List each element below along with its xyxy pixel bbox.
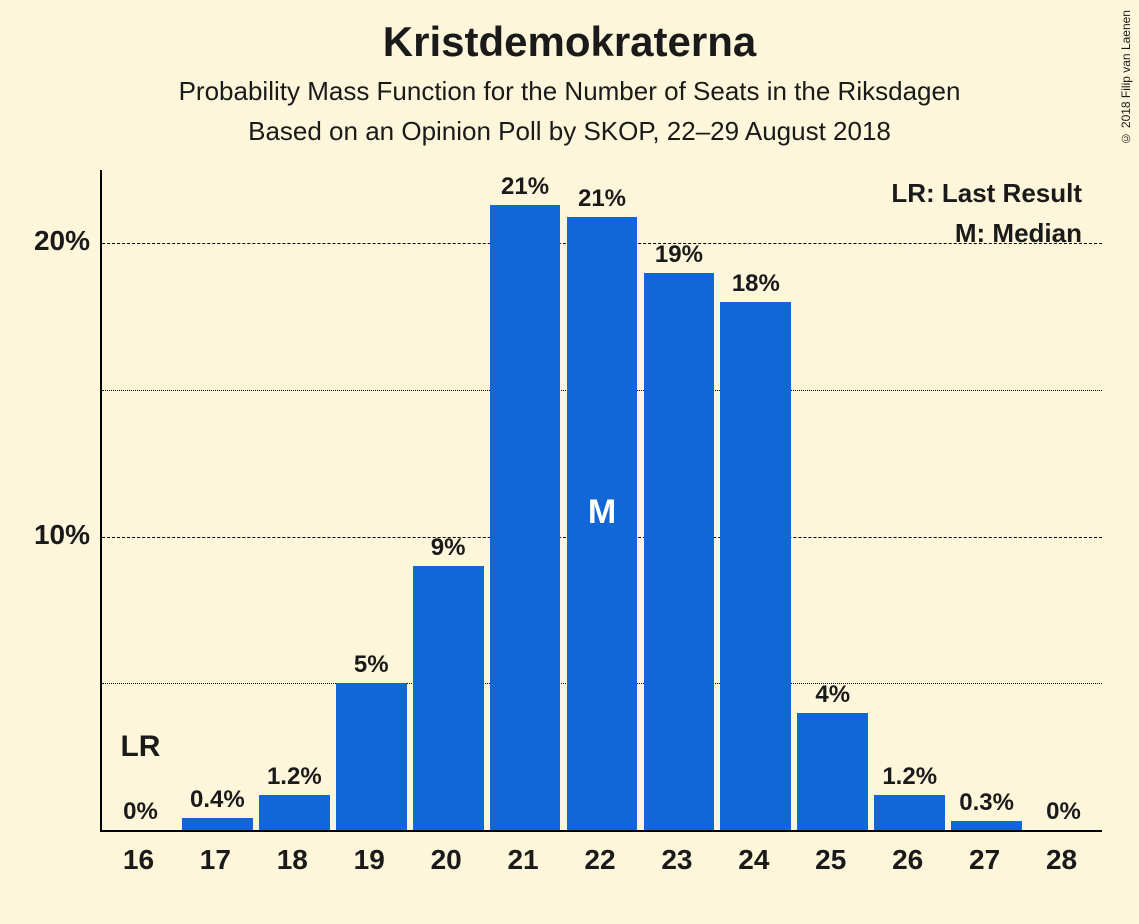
bar-value-label: 0.3%	[948, 789, 1025, 817]
y-axis-tick-label: 10%	[0, 519, 90, 551]
x-axis-tick-label: 22	[562, 844, 639, 876]
chart-title: Kristdemokraterna	[0, 18, 1139, 66]
bar-value-label: 0%	[1025, 798, 1102, 826]
bar-value-label: 4%	[794, 681, 871, 709]
bar-value-label: 0%	[102, 798, 179, 826]
chart-subtitle-1: Probability Mass Function for the Number…	[0, 76, 1139, 107]
bar	[874, 795, 945, 830]
x-axis-tick-label: 25	[792, 844, 869, 876]
bar	[259, 795, 330, 830]
x-axis-tick-label: 20	[408, 844, 485, 876]
chart-subtitle-2: Based on an Opinion Poll by SKOP, 22–29 …	[0, 116, 1139, 147]
x-axis-tick-label: 17	[177, 844, 254, 876]
y-axis-tick-label: 20%	[0, 225, 90, 257]
x-axis-tick-label: 28	[1023, 844, 1100, 876]
bar-value-label: 0.4%	[179, 786, 256, 814]
bar	[336, 683, 407, 830]
x-axis-tick-label: 19	[331, 844, 408, 876]
last-result-marker: LR	[102, 730, 179, 764]
x-axis-tick-label: 26	[869, 844, 946, 876]
bar	[182, 818, 253, 830]
legend-lr: LR: Last Result	[891, 178, 1082, 209]
bar	[644, 273, 715, 830]
bar-value-label: 18%	[717, 270, 794, 298]
x-axis-tick-label: 23	[638, 844, 715, 876]
bar-value-label: 21%	[564, 185, 641, 213]
x-axis-tick-label: 18	[254, 844, 331, 876]
bar	[490, 205, 561, 830]
bar	[413, 566, 484, 830]
x-axis-tick-label: 27	[946, 844, 1023, 876]
bar-value-label: 1.2%	[256, 763, 333, 791]
copyright-text: © 2018 Filip van Laenen	[1119, 10, 1133, 145]
bar	[720, 302, 791, 830]
chart-plot-area: LR: Last Result M: Median 0%LR0.4%1.2%5%…	[100, 170, 1102, 832]
legend-m: M: Median	[955, 218, 1082, 249]
bar-value-label: 1.2%	[871, 763, 948, 791]
bar	[797, 713, 868, 830]
bar-value-label: 19%	[640, 241, 717, 269]
bar-value-label: 9%	[410, 534, 487, 562]
x-axis-tick-label: 16	[100, 844, 177, 876]
x-axis-tick-label: 24	[715, 844, 792, 876]
bar-value-label: 21%	[487, 173, 564, 201]
bar-value-label: 5%	[333, 651, 410, 679]
median-marker: M	[567, 493, 638, 532]
bar	[951, 821, 1022, 830]
x-axis-tick-label: 21	[485, 844, 562, 876]
